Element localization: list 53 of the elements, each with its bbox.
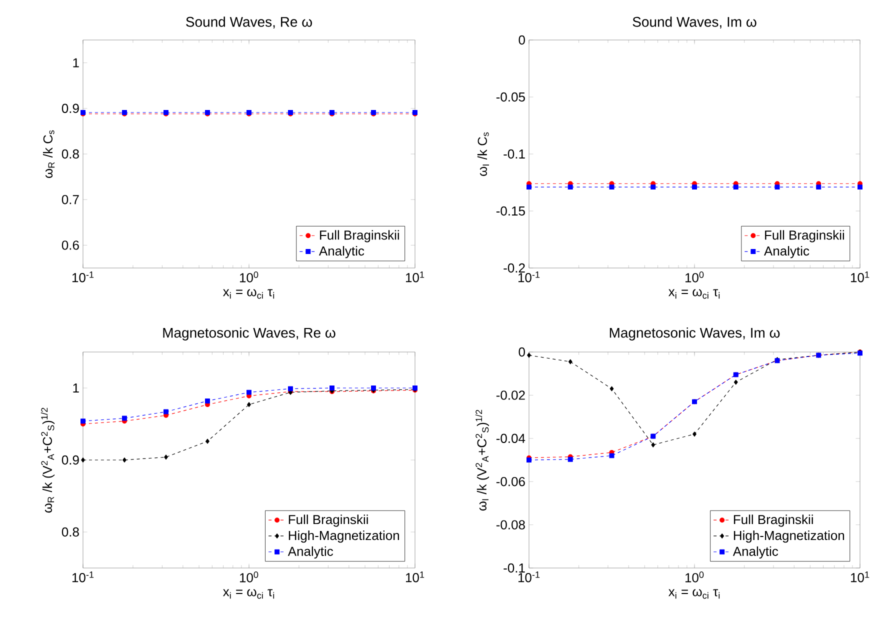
x-tick-label: 10$^{0}$	[685, 572, 704, 582]
x-tick-label: 10$^{0}$	[240, 572, 258, 582]
y-axis-title: ω$_{R}$ /k C$_{s}$	[43, 130, 55, 178]
y-tick-label: 0.9	[62, 104, 79, 113]
legend-label: Full Braginskii	[765, 230, 844, 242]
legend-label: High-Magnetization	[288, 530, 399, 543]
y-tick-label: -0.06	[496, 476, 525, 486]
legend-label: Full Braginskii	[734, 514, 813, 527]
y-tick-label: -0.1	[504, 563, 525, 573]
legend-label: Analytic	[288, 546, 334, 559]
x-axis-title: x$_{i}$ = ω$_{ci}$ τ$_{i}$	[668, 289, 720, 299]
y-tick-label: 0	[518, 35, 525, 45]
legend-label: Analytic	[318, 246, 364, 258]
x-tick-label: 10$^{1}$	[850, 272, 870, 282]
y-tick-label: 0.6	[62, 240, 79, 250]
x-tick-label: 10$^{1}$	[406, 572, 424, 582]
y-tick-label: -0.02	[496, 390, 525, 400]
y-tick-label: -0.08	[496, 520, 525, 530]
y-tick-label: 0.7	[62, 194, 79, 204]
text: ω$_{I}$ /k (V$^{2}$$_{A}$+C$^{2}$$_{S}$)$^{1/2}$	[475, 410, 490, 511]
x-tick-label: 10$^{-1}$	[72, 572, 94, 582]
legend-label: High-Magnetization	[734, 530, 844, 543]
y-tick-label: 0.8	[62, 149, 79, 159]
y-tick-label: 1	[73, 58, 79, 68]
x-axis-title: x$_{i}$ = ω$_{ci}$ τ$_{i}$	[668, 589, 720, 599]
x-tick-label: 10$^{-1}$	[518, 272, 540, 282]
chart-title: Sound Waves, Re ω	[186, 16, 312, 29]
chart-title: Magnetosonic Waves, Im ω	[610, 327, 780, 340]
x-axis-title: x$_{i}$ = ω$_{ci}$ τ$_{i}$	[222, 289, 274, 299]
text: ω$_{R}$ /k (V$^{2}$$_{A}$+C$^{2}$$_{S}$)$^{1/2}$	[40, 408, 55, 513]
x-tick-label: 10$^{1}$	[850, 572, 870, 582]
x-tick-label: 10$^{-1}$	[72, 272, 94, 282]
chart-title: Sound Waves, Im ω	[632, 16, 756, 28]
y-tick-label: 1	[73, 384, 79, 392]
y-axis-title: ω$_{I}$ /k C$_{s}$	[477, 132, 490, 176]
y-tick-label: 0	[518, 347, 525, 357]
x-tick-label: 10$^{-1}$	[518, 572, 540, 582]
y-tick-label: -0.2	[504, 263, 525, 273]
y-tick-label: -0.15	[496, 206, 525, 216]
chart-title: Magnetosonic Waves, Re ω	[163, 327, 336, 341]
y-tick-label: -0.04	[496, 434, 526, 443]
legend-label: Full Braginskii	[320, 230, 399, 242]
y-tick-label: -0.1	[504, 149, 525, 159]
x-tick-label: 10$^{1}$	[406, 272, 424, 282]
legend-label: Analytic	[764, 246, 810, 258]
y-tick-label: 0.9	[62, 455, 79, 465]
y-tick-label: 0.8	[62, 527, 79, 537]
y-tick-label: -0.05	[496, 92, 525, 102]
x-tick-label: 10$^{0}$	[240, 272, 258, 282]
x-tick-label: 10$^{0}$	[685, 272, 704, 282]
x-axis-title: x$_{i}$ = ω$_{ci}$ τ$_{i}$	[222, 589, 274, 599]
legend-label: Analytic	[732, 546, 778, 559]
legend-label: Full Braginskii	[288, 514, 368, 527]
